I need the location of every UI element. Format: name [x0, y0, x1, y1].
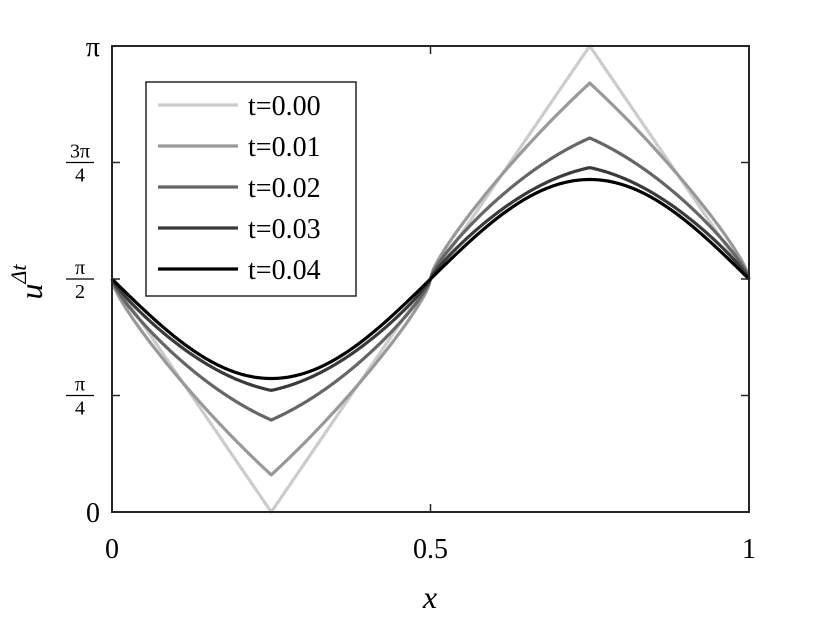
y-tick-label-4: π [86, 32, 100, 63]
y-tick-label-2: π2 [66, 257, 94, 303]
x-tick-label-0: 0 [105, 534, 119, 565]
legend-box [145, 81, 357, 297]
y-tick-label-1: π4 [66, 374, 94, 420]
legend-label-3: t=0.03 [248, 214, 321, 245]
series-line-4 [110, 177, 751, 381]
y-axis-label-base: u [13, 284, 49, 300]
legend-label-4: t=0.04 [248, 255, 321, 286]
y-tick-label-den-2: 2 [75, 281, 85, 303]
y-axis-label: uΔt [6, 264, 49, 300]
y-tick-label-den-3: 4 [75, 165, 85, 187]
y-tick-label-den-1: 4 [75, 398, 85, 420]
x-tick-label-2: 1 [742, 534, 756, 565]
x-axis-label: x [422, 579, 437, 615]
y-tick-label-0: 0 [86, 498, 100, 529]
legend-label-1: t=0.01 [248, 132, 321, 163]
x-tick-label-1: 0.5 [413, 534, 448, 565]
y-tick-label-3: 3π4 [66, 141, 94, 187]
svg-text:uΔt: uΔt [6, 264, 49, 300]
y-tick-label-num-1: π [75, 374, 85, 396]
y-tick-label-num-2: π [75, 257, 85, 279]
legend: t=0.00 t=0.01 t=0.02 t=0.03 t=0.04 [145, 81, 357, 297]
series-layer [110, 44, 751, 514]
legend-label-0: t=0.00 [248, 91, 321, 122]
y-tick-label-num-3: 3π [70, 141, 90, 163]
legend-label-2: t=0.02 [248, 173, 321, 204]
y-axis-label-superscript: Δt [6, 264, 31, 285]
